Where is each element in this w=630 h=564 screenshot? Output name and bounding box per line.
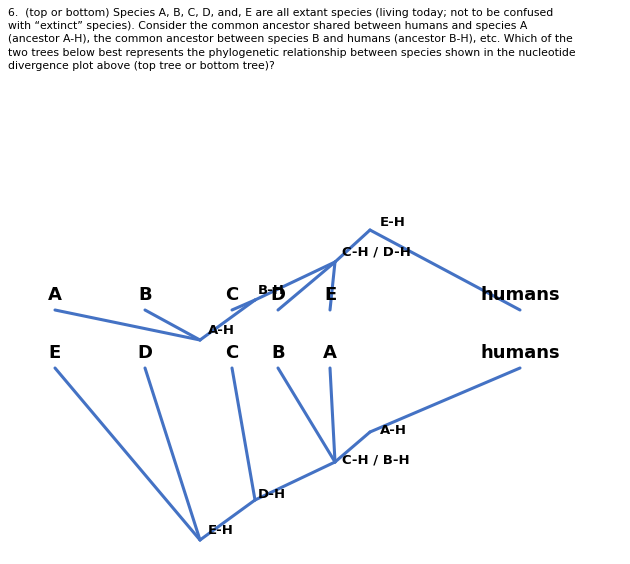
- Text: A: A: [323, 344, 337, 362]
- Text: 6.  (top or bottom) Species A, B, C, D, and, E are all extant species (living to: 6. (top or bottom) Species A, B, C, D, a…: [8, 8, 576, 71]
- Text: B: B: [138, 286, 152, 304]
- Text: B-H: B-H: [258, 284, 285, 297]
- Text: A-H: A-H: [208, 324, 235, 337]
- Text: C-H / B-H: C-H / B-H: [342, 453, 410, 466]
- Text: E-H: E-H: [208, 523, 234, 536]
- Text: D-H: D-H: [258, 488, 286, 501]
- Text: E: E: [49, 344, 61, 362]
- Text: D: D: [270, 286, 285, 304]
- Text: A: A: [48, 286, 62, 304]
- Text: humans: humans: [480, 344, 560, 362]
- Text: C: C: [226, 344, 239, 362]
- Text: B: B: [271, 344, 285, 362]
- Text: E: E: [324, 286, 336, 304]
- Text: C-H / D-H: C-H / D-H: [342, 245, 411, 258]
- Text: A-H: A-H: [380, 424, 407, 437]
- Text: C: C: [226, 286, 239, 304]
- Text: D: D: [137, 344, 152, 362]
- Text: humans: humans: [480, 286, 560, 304]
- Text: E-H: E-H: [380, 215, 406, 228]
